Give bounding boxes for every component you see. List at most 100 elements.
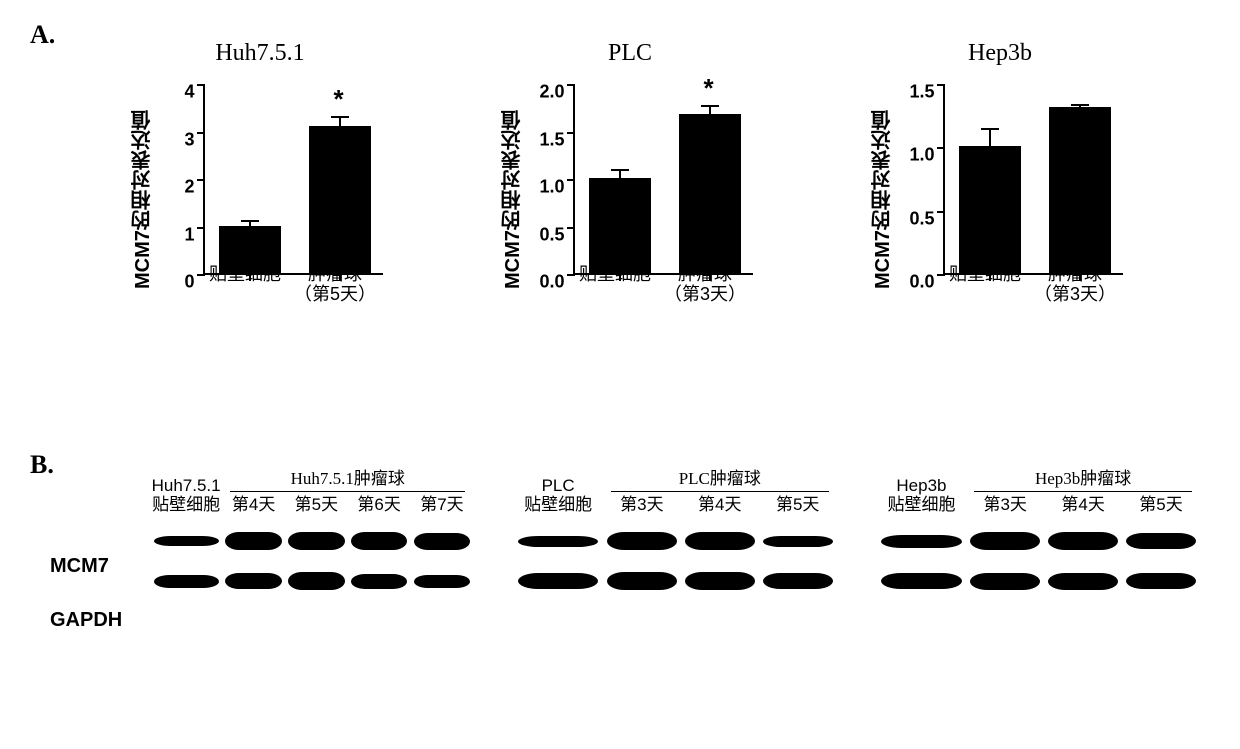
panel-a-charts: Huh7.5.1MCM7的相对表达值01234*贴壁细胞肿瘤球（第5天）PLCM… — [100, 40, 1160, 305]
wb-lane — [150, 575, 222, 589]
wb-day-label: 第3天 — [966, 496, 1044, 515]
y-tick-label: 2 — [155, 177, 195, 198]
wb-lane — [150, 536, 222, 546]
error-cap — [611, 169, 629, 171]
wb-lane — [348, 574, 411, 589]
wb-sphere-label: Hep3b肿瘤球 — [966, 470, 1200, 489]
error-bar — [339, 117, 341, 126]
chart-title: Hep3b — [968, 40, 1032, 67]
wb-sphere-label: PLC肿瘤球 — [603, 470, 837, 489]
chart-plc: PLCMCM7的相对表达值0.00.51.01.52.0*贴壁细胞肿瘤球（第3天… — [470, 40, 790, 305]
wb-lane — [1122, 533, 1200, 549]
wb-mcm7-row — [150, 528, 473, 554]
wb-lane — [966, 532, 1044, 550]
row-label-gapdh: GAPDH — [50, 600, 140, 640]
band — [154, 536, 219, 546]
wb-lane — [603, 572, 681, 590]
wb-day-label: 第5天 — [285, 496, 348, 515]
y-axis-label: MCM7的相对表达值 — [128, 75, 157, 305]
y-tick-label: 0 — [155, 272, 195, 293]
wb-gapdh-row — [150, 568, 473, 594]
y-axis-label: MCM7的相对表达值 — [498, 75, 527, 305]
chart-title: Huh7.5.1 — [215, 40, 304, 67]
wb-day-label: 第3天 — [603, 496, 681, 515]
wb-mcm7-row — [877, 528, 1200, 554]
y-tick-label: 1.0 — [525, 177, 565, 198]
axes: 0.00.51.01.5 — [943, 85, 1123, 275]
wb-adherent-header: Hep3b贴壁细胞 — [877, 477, 967, 514]
bar — [1049, 107, 1111, 273]
y-tick — [937, 84, 945, 86]
error-bar — [619, 170, 621, 178]
wb-lane — [411, 533, 474, 550]
wb-sphere-header: PLC肿瘤球第3天第4天第5天 — [603, 470, 837, 514]
wb-gapdh-row — [877, 568, 1200, 594]
axes: 01234* — [203, 85, 383, 275]
band — [154, 575, 219, 589]
y-tick-label: 0.0 — [525, 272, 565, 293]
y-tick — [567, 84, 575, 86]
wb-day-label: 第4天 — [222, 496, 285, 515]
error-cap — [241, 220, 259, 222]
band — [1048, 532, 1118, 550]
error-cap — [331, 116, 349, 118]
wb-lane — [513, 573, 603, 589]
wb-sphere-header: Hep3b肿瘤球第3天第4天第5天 — [966, 470, 1200, 514]
wb-lane — [681, 572, 759, 590]
panel-b: Huh7.5.1贴壁细胞Huh7.5.1肿瘤球第4天第5天第6天第7天PLC贴壁… — [60, 470, 1200, 594]
axes: 0.00.51.01.52.0* — [573, 85, 753, 275]
wb-lane — [222, 573, 285, 589]
band — [881, 535, 962, 548]
wb-lane — [513, 536, 603, 547]
wb-lane — [411, 575, 474, 589]
y-tick-label: 2.0 — [525, 82, 565, 103]
y-tick-label: 4 — [155, 82, 195, 103]
band — [518, 573, 599, 589]
y-tick-label: 0.5 — [895, 208, 935, 229]
wb-day-label: 第6天 — [348, 496, 411, 515]
band — [685, 532, 755, 550]
wb-day-label: 第4天 — [681, 496, 759, 515]
significance-star: * — [334, 84, 344, 115]
wb-lane — [285, 572, 348, 590]
band — [1048, 573, 1118, 590]
y-tick-label: 1.5 — [525, 129, 565, 150]
wb-day-label: 第5天 — [1122, 496, 1200, 515]
band — [763, 536, 833, 547]
wb-day-label: 第5天 — [759, 496, 837, 515]
wb-lane — [603, 532, 681, 550]
band — [763, 573, 833, 589]
y-tick — [567, 132, 575, 134]
panel-a-label: A. — [30, 20, 55, 50]
band — [607, 532, 677, 550]
wb-mcm7-row — [513, 528, 836, 554]
band — [288, 532, 345, 550]
wb-lane — [966, 573, 1044, 590]
wb-lane — [222, 532, 285, 550]
x-label: 肿瘤球（第5天） — [294, 265, 376, 305]
wb-gapdh-row — [513, 568, 836, 594]
chart-title: PLC — [608, 40, 652, 67]
wb-adherent-header: PLC贴壁细胞 — [513, 477, 603, 514]
band — [351, 574, 408, 589]
y-tick — [197, 179, 205, 181]
row-label-mcm7: MCM7 — [50, 546, 140, 586]
error-bar — [709, 106, 711, 115]
wb-lane — [285, 532, 348, 550]
wb-sphere-label: Huh7.5.1肿瘤球 — [222, 470, 473, 489]
y-tick-label: 1.0 — [895, 145, 935, 166]
bar — [589, 178, 651, 273]
band — [1126, 533, 1196, 549]
wb-block-hep3b: Hep3b贴壁细胞Hep3b肿瘤球第3天第4天第5天 — [877, 470, 1200, 594]
y-tick-label: 1 — [155, 224, 195, 245]
band — [351, 532, 408, 550]
y-tick — [197, 227, 205, 229]
band — [225, 532, 282, 550]
wb-lane — [877, 535, 967, 548]
significance-star: * — [704, 73, 714, 104]
wb-lane — [759, 536, 837, 547]
wb-lane — [759, 573, 837, 589]
x-label: 肿瘤球（第3天） — [664, 265, 746, 305]
error-cap — [701, 105, 719, 107]
y-axis-label: MCM7的相对表达值 — [868, 75, 897, 305]
